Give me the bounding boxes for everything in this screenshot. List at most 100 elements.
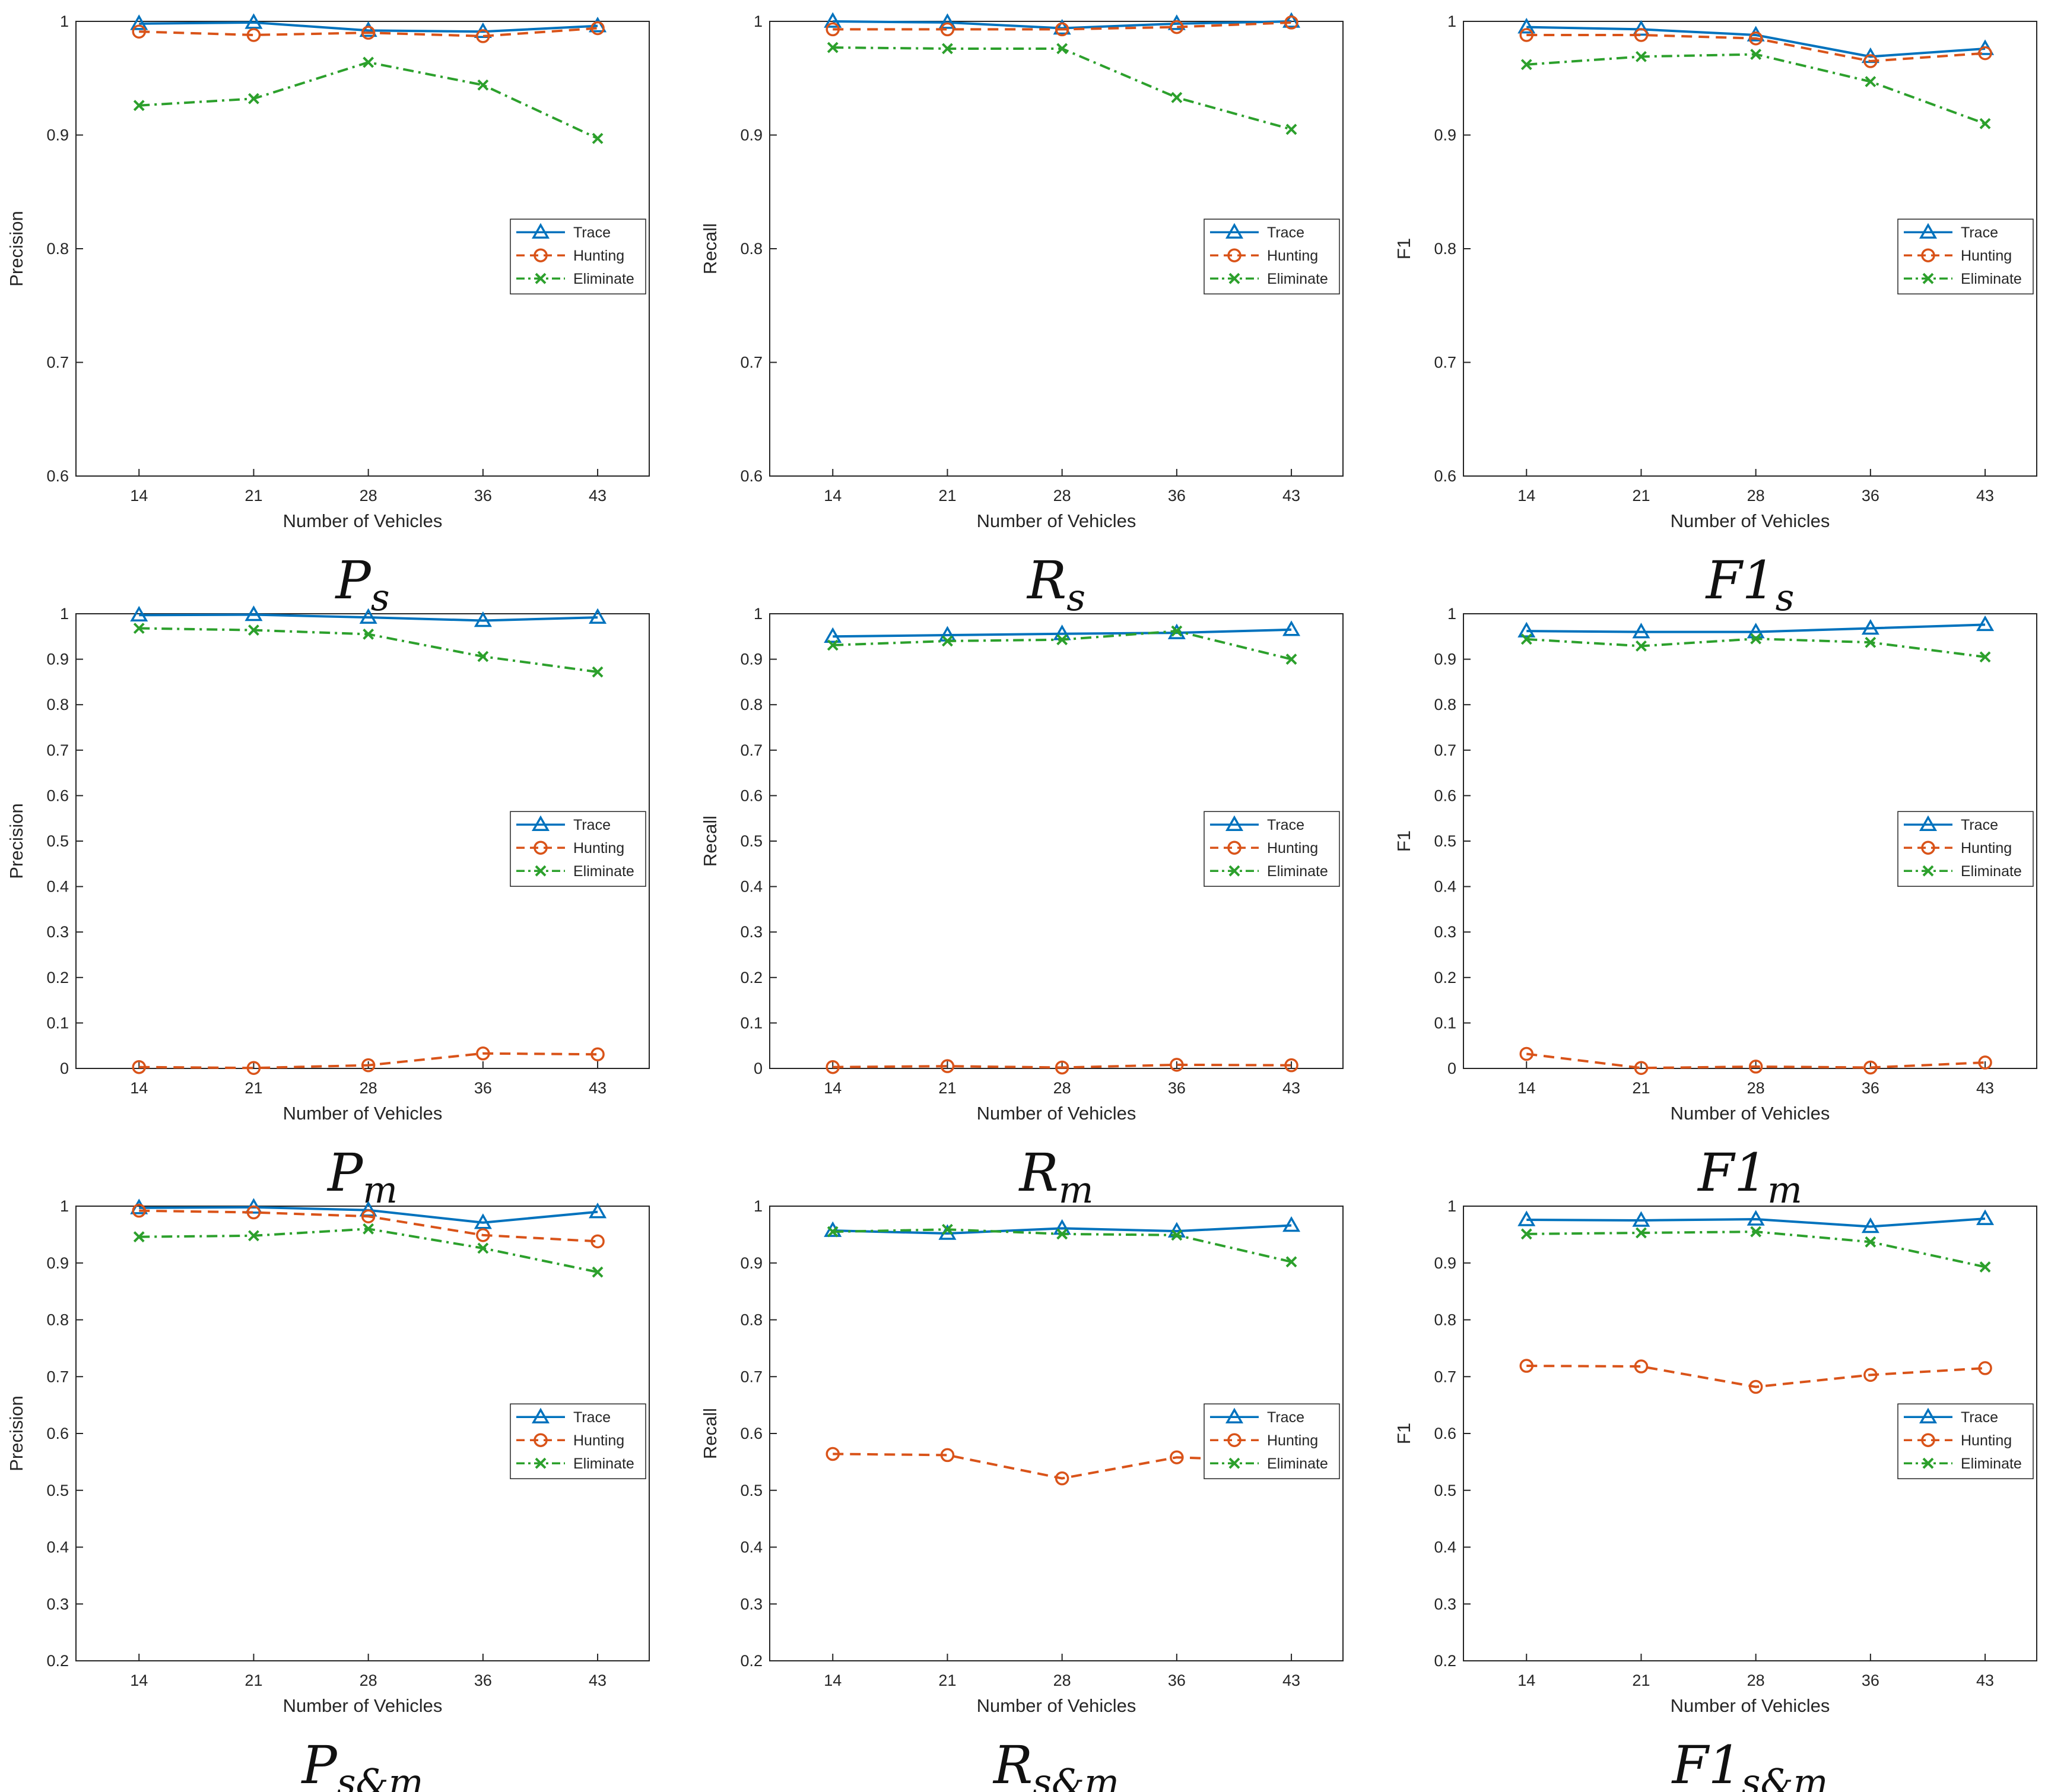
y-tick-label: 0.9 — [1434, 126, 1456, 144]
y-tick-label: 1 — [1447, 1197, 1456, 1215]
y-tick-label: 0.1 — [1434, 1014, 1456, 1032]
x-tick-label: 21 — [938, 1672, 956, 1689]
data-point-eliminate — [827, 639, 839, 651]
data-point-eliminate — [942, 1223, 953, 1235]
data-point-trace — [359, 21, 377, 37]
y-tick-label: 0.8 — [46, 696, 69, 713]
legend: Trace Hunting Eliminate — [1204, 1403, 1340, 1479]
data-point-hunting — [1170, 20, 1184, 34]
y-tick-label: 0.5 — [1434, 1482, 1456, 1499]
data-point-trace — [1976, 615, 1995, 632]
data-point-hunting — [1748, 1379, 1763, 1394]
y-tick-label: 0.9 — [740, 1254, 763, 1272]
data-point-eliminate — [592, 132, 604, 144]
y-tick-label: 0.9 — [46, 1254, 69, 1272]
data-point-trace — [245, 605, 263, 621]
data-point-eliminate — [1056, 43, 1068, 55]
y-tick-label: 0.6 — [740, 467, 763, 485]
series-line-hunting — [1526, 1052, 1986, 1070]
chart-panel: 0.2 0.3 0.4 0.5 0.6 0.7 0.8 0.9 1 14 21 28 36 43 Numbe… — [1393, 1197, 2037, 1792]
y-tick-label: 0.7 — [1434, 354, 1456, 372]
y-tick-label: 0.7 — [46, 1368, 69, 1385]
triangle-icon — [1919, 223, 1938, 239]
x-axis-label: Number of Vehicles — [283, 1103, 443, 1124]
y-tick-label: 0.8 — [46, 1311, 69, 1329]
data-point-eliminate — [1865, 636, 1876, 648]
legend: Trace Hunting Eliminate — [1897, 218, 2034, 294]
x-tick-label: 14 — [1517, 1079, 1535, 1097]
y-tick-label: 0.5 — [46, 832, 69, 850]
chart-panel: 0.6 0.7 0.8 0.9 1 14 21 28 36 43 Number of Vehicle… — [700, 12, 1344, 619]
y-tick-label: 0.1 — [46, 1014, 69, 1032]
data-point-hunting — [132, 1060, 147, 1074]
x-tick-label: 36 — [1862, 1079, 1879, 1097]
legend: Trace Hunting Eliminate — [1897, 1403, 2034, 1479]
triangle-icon — [1225, 815, 1244, 831]
y-tick-label: 0.7 — [740, 741, 763, 759]
data-point-eliminate — [248, 93, 259, 104]
data-point-eliminate — [477, 651, 489, 662]
cross-icon — [1922, 272, 1934, 284]
data-point-hunting — [1978, 46, 1992, 61]
y-tick-label: 0.9 — [1434, 651, 1456, 668]
data-point-eliminate — [1750, 49, 1762, 60]
x-tick-label: 28 — [1053, 487, 1071, 505]
legend-label: Trace — [1267, 224, 1304, 241]
y-tick-label: 0.2 — [740, 969, 763, 987]
data-point-eliminate — [1520, 59, 1532, 71]
x-tick-label: 28 — [1053, 1672, 1071, 1689]
y-tick-label: 0.7 — [46, 354, 69, 372]
data-point-hunting — [1519, 1046, 1534, 1061]
x-tick-label: 21 — [245, 487, 262, 505]
legend: Trace Hunting Eliminate — [1204, 811, 1340, 887]
y-tick-label: 0.7 — [1434, 1368, 1456, 1385]
series-line-hunting — [139, 1209, 598, 1243]
data-point-eliminate — [1520, 1228, 1532, 1240]
data-point-eliminate — [592, 1266, 604, 1278]
y-tick-label: 0.6 — [1434, 1425, 1456, 1442]
legend-label: Eliminate — [573, 1455, 634, 1472]
data-point-eliminate — [827, 1226, 839, 1238]
x-tick-label: 21 — [938, 1079, 956, 1097]
y-tick-label: 1 — [60, 605, 69, 623]
data-point-trace — [1861, 619, 1879, 635]
data-point-hunting — [361, 1058, 376, 1073]
legend: Trace Hunting Eliminate — [1897, 811, 2034, 887]
y-tick-label: 0.5 — [740, 832, 763, 850]
x-tick-label: 43 — [1282, 1672, 1300, 1689]
data-point-trace — [245, 13, 263, 29]
data-point-eliminate — [477, 79, 489, 91]
series-line-hunting — [833, 1063, 1292, 1069]
series-line-trace — [1526, 1217, 1986, 1228]
data-point-hunting — [1863, 54, 1878, 68]
x-axis-label: Number of Vehicles — [283, 1695, 443, 1716]
chart-panel: 0.2 0.3 0.4 0.5 0.6 0.7 0.8 0.9 1 14 21 28 36 43 Numbe… — [6, 1197, 650, 1792]
data-point-hunting — [1284, 15, 1298, 30]
data-point-eliminate — [942, 635, 953, 647]
cross-icon — [1228, 272, 1240, 284]
triangle-icon — [1919, 815, 1938, 831]
data-point-eliminate — [363, 1223, 374, 1235]
data-point-eliminate — [1636, 50, 1647, 62]
data-point-hunting — [1519, 1359, 1534, 1373]
chart-panel: 0.2 0.3 0.4 0.5 0.6 0.7 0.8 0.9 1 14 21 28 36 43 Numbe… — [700, 1197, 1344, 1792]
y-tick-label: 0.5 — [46, 1482, 69, 1499]
series-line-trace — [139, 613, 598, 622]
triangle-icon — [1225, 223, 1244, 239]
data-point-trace — [1747, 1210, 1765, 1226]
y-tick-label: 0.6 — [1434, 786, 1456, 804]
x-axis-label: Number of Vehicles — [283, 510, 443, 531]
data-point-eliminate — [1171, 625, 1183, 637]
y-tick-label: 0.8 — [1434, 696, 1456, 713]
x-tick-label: 36 — [1862, 1672, 1879, 1689]
series-line-trace — [139, 21, 598, 33]
x-tick-label: 14 — [1517, 487, 1535, 505]
series-line-trace — [833, 628, 1292, 638]
data-point-hunting — [825, 1060, 840, 1074]
data-point-hunting — [1978, 1361, 1992, 1375]
x-tick-label: 43 — [589, 487, 607, 505]
data-point-hunting — [1284, 1058, 1298, 1073]
y-tick-label: 1 — [1447, 605, 1456, 623]
legend-label: Trace — [573, 224, 611, 241]
data-point-hunting — [940, 22, 955, 37]
